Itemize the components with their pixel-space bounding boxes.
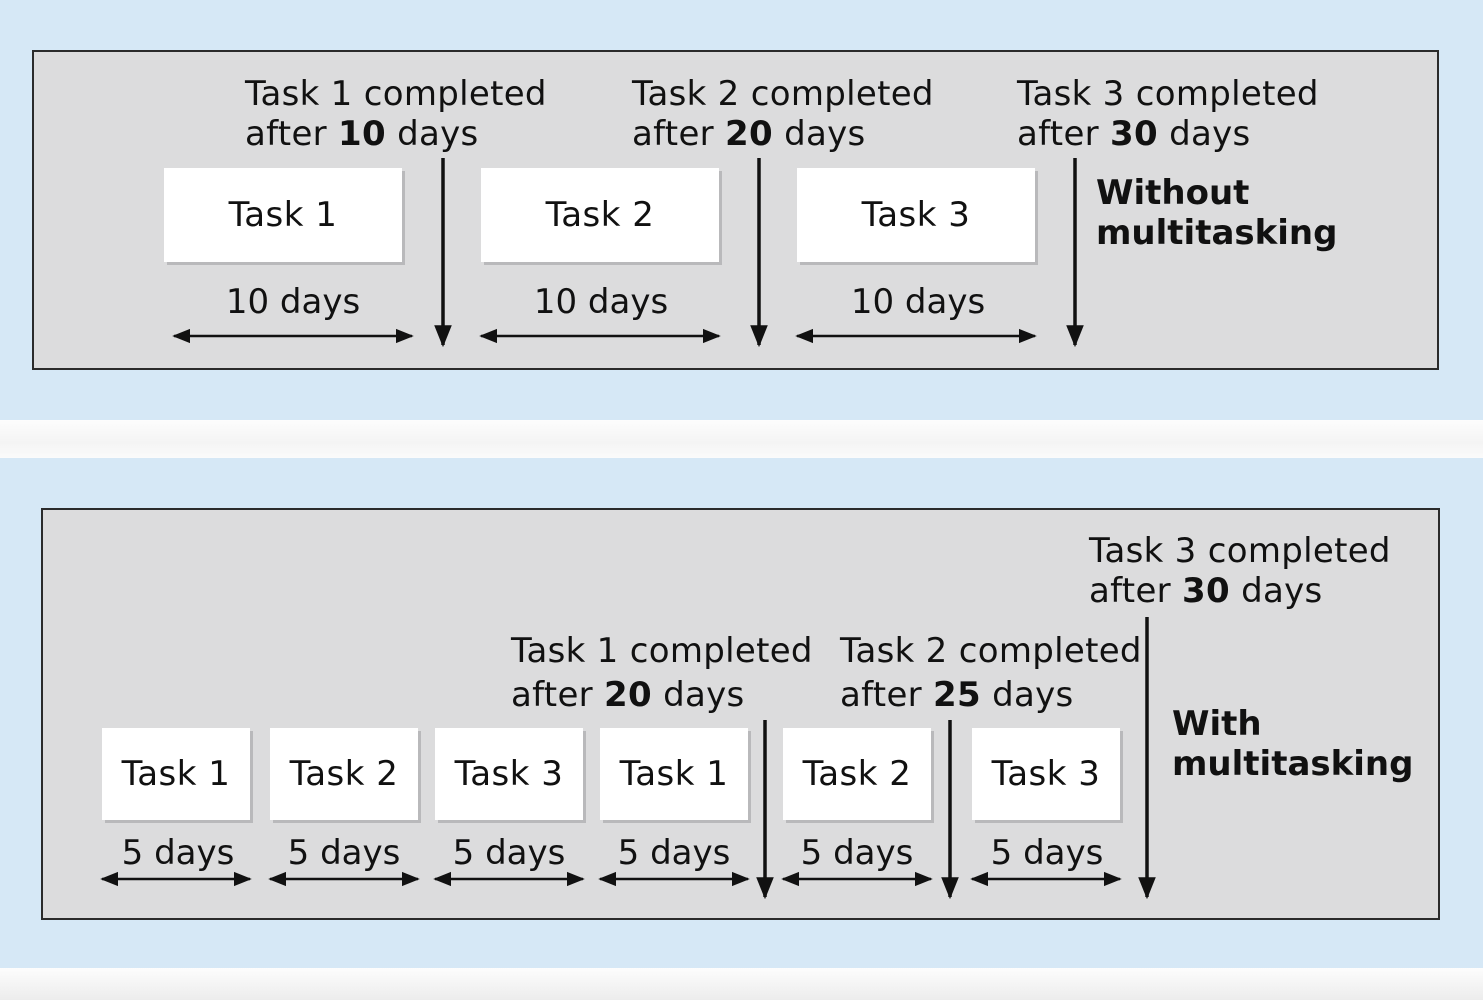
with-slot3-duration: 5 days [452, 833, 566, 873]
with-task2-completed-label: Task 2 completed after 25 days [840, 631, 1142, 715]
with-multitasking-label: With multitasking [1172, 704, 1414, 784]
with-slot4-task1-box: Task 1 [600, 728, 748, 820]
with-slot6-duration: 5 days [990, 833, 1104, 873]
with-slot1-task1-box: Task 1 [102, 728, 250, 820]
without-task2-completed-label: Task 2 completed after 20 days [632, 74, 934, 154]
with-slot1-duration: 5 days [121, 833, 235, 873]
with-slot2-task2-box: Task 2 [270, 728, 418, 820]
without-task1-box: Task 1 [164, 168, 402, 262]
with-task3-completed-label: Task 3 completed after 30 days [1089, 531, 1391, 611]
without-multitasking-label: Without multitasking [1096, 173, 1338, 253]
with-slot5-duration: 5 days [800, 833, 914, 873]
without-task3-duration: 10 days [850, 282, 986, 322]
without-task2-duration: 10 days [533, 282, 669, 322]
with-slot5-task2-box: Task 2 [783, 728, 931, 820]
with-task1-completed-label: Task 1 completed after 20 days [511, 631, 813, 715]
with-multitasking-panel [41, 508, 1440, 920]
band-separator [0, 420, 1483, 458]
without-task1-completed-label: Task 1 completed after 10 days [245, 74, 547, 154]
without-task2-box: Task 2 [481, 168, 719, 262]
with-slot3-task3-box: Task 3 [435, 728, 583, 820]
with-slot2-duration: 5 days [287, 833, 401, 873]
with-slot4-duration: 5 days [617, 833, 731, 873]
footer-shade [0, 968, 1483, 1000]
without-task3-box: Task 3 [797, 168, 1035, 262]
without-task1-duration: 10 days [225, 282, 361, 322]
without-task3-completed-label: Task 3 completed after 30 days [1017, 74, 1319, 154]
with-slot6-task3-box: Task 3 [972, 728, 1120, 820]
